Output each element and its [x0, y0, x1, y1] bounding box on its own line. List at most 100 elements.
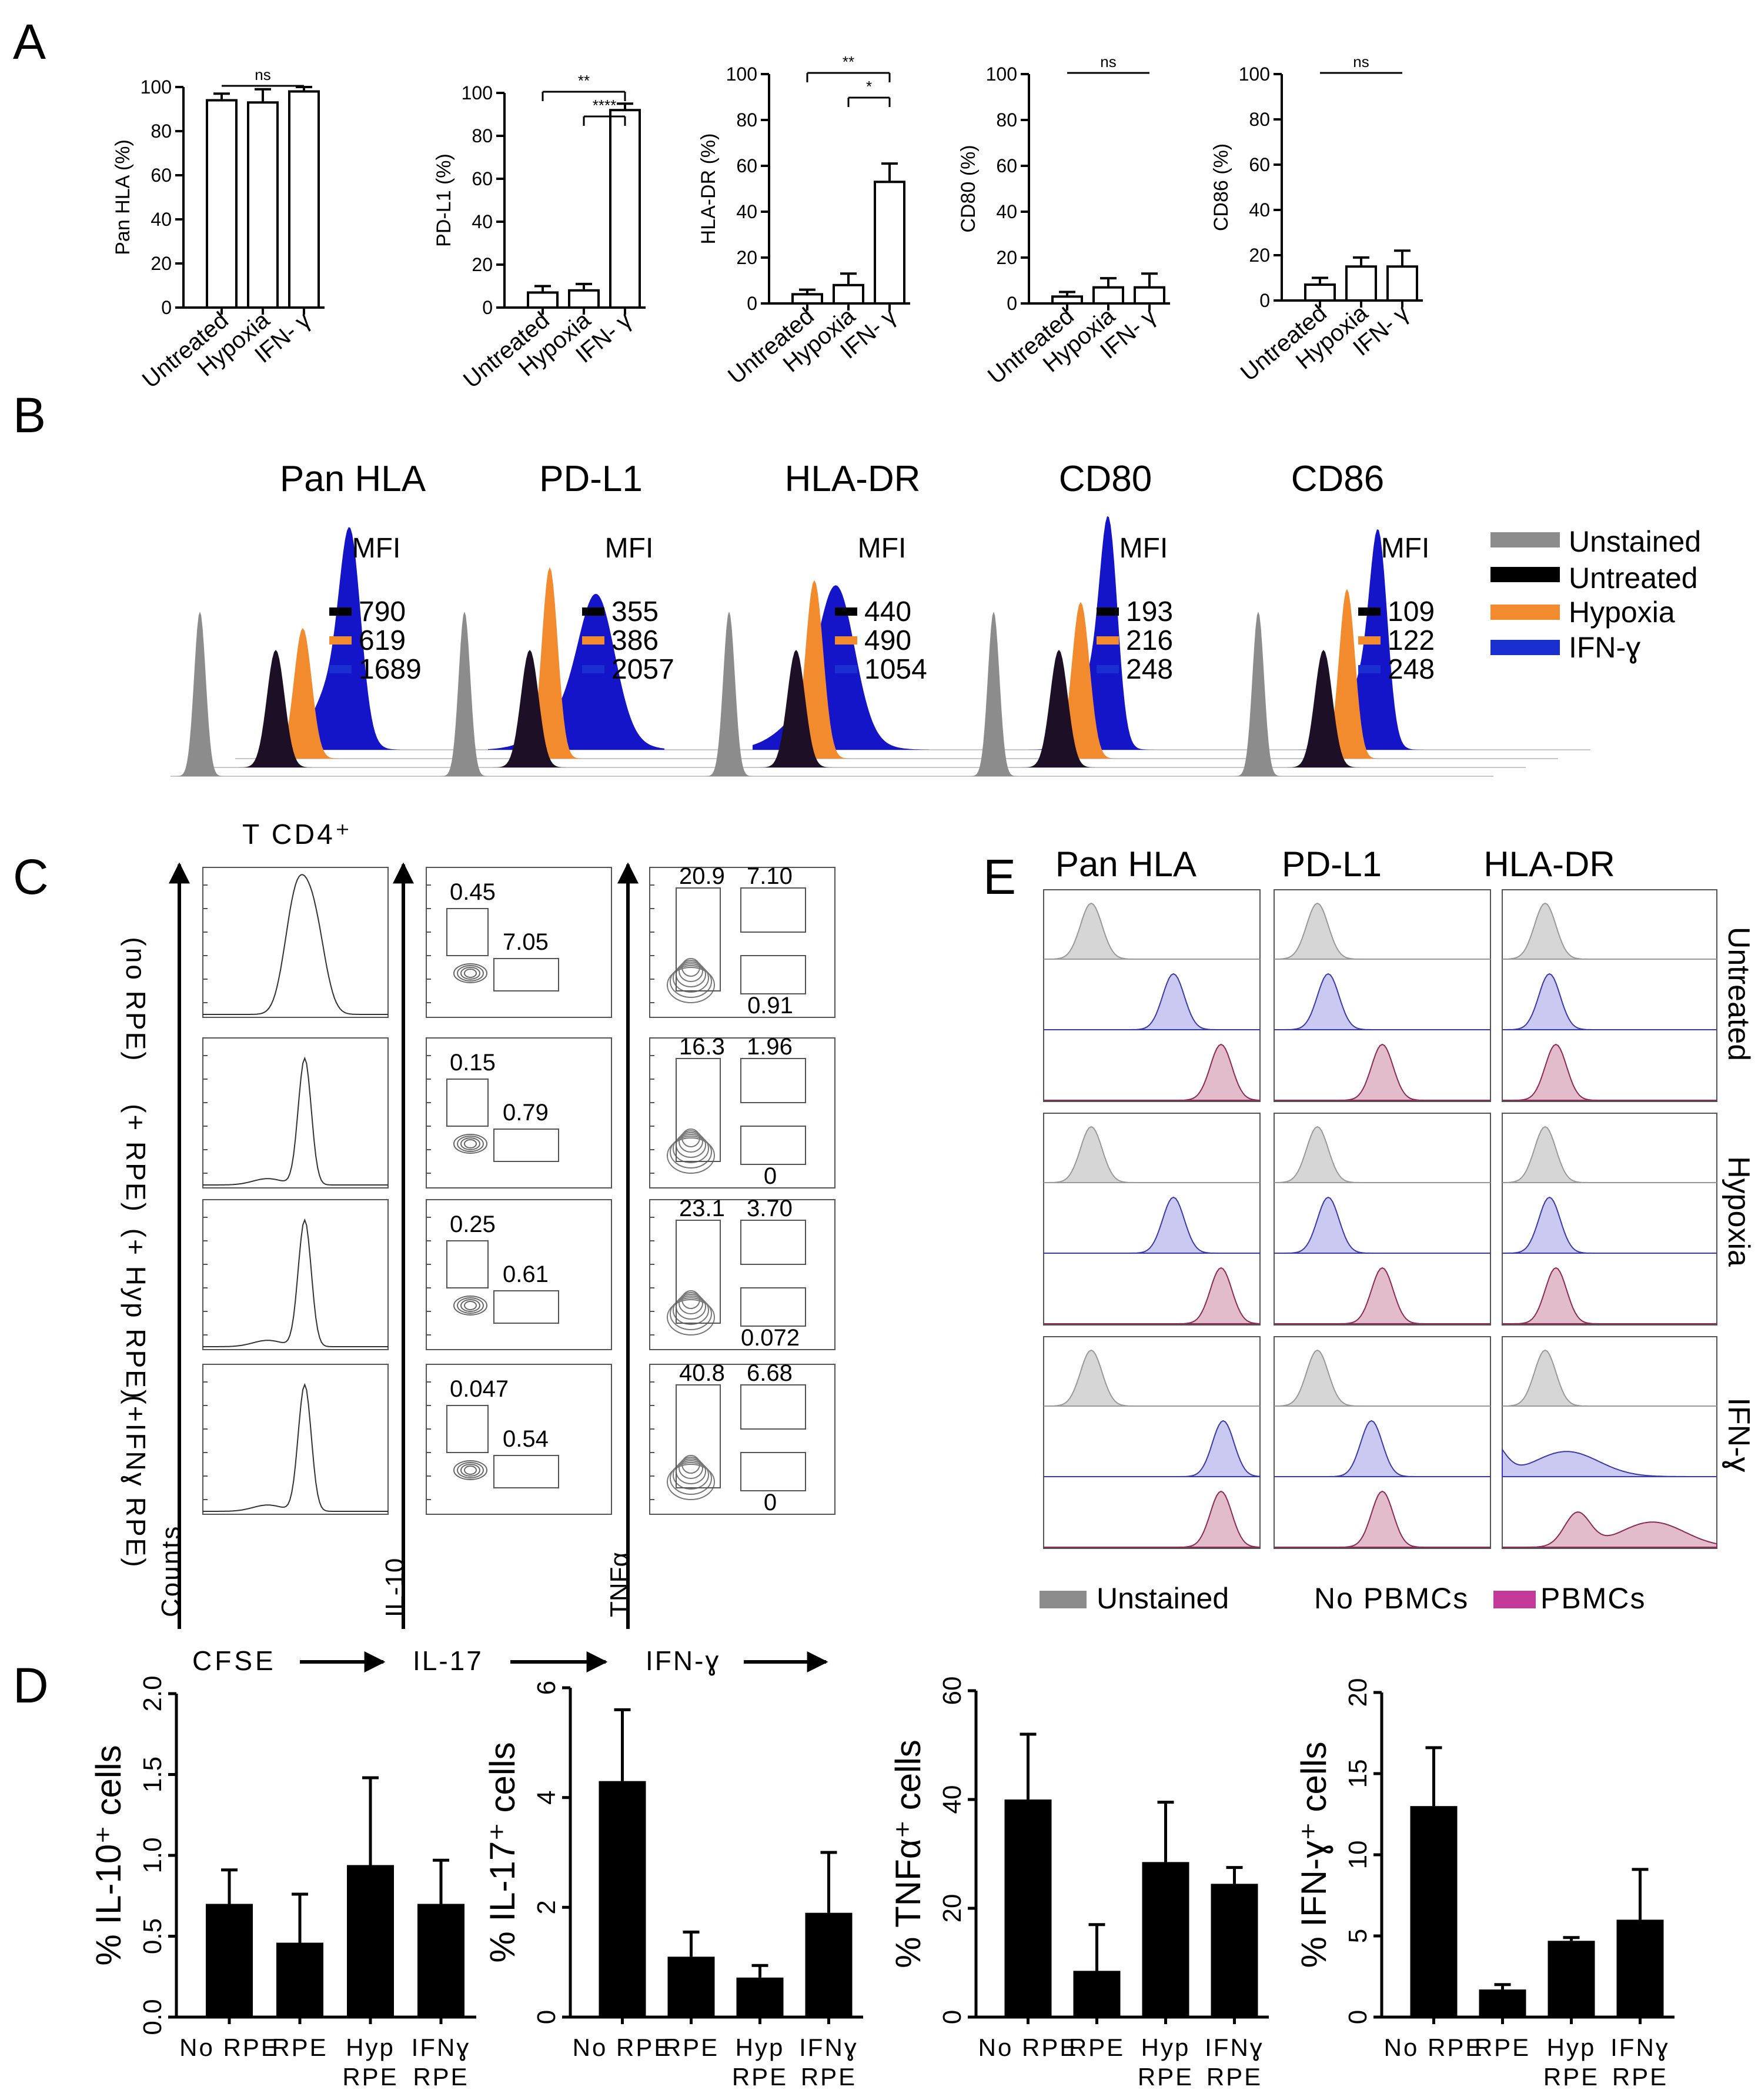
gate-il17: [493, 1290, 559, 1324]
tnfa-axis-label: TNFα: [605, 1552, 634, 1617]
x-tick-label-line: Hyp: [346, 2034, 395, 2061]
x-tick-label: Hyp RPE: [1543, 2034, 1599, 2091]
legend-swatch-untreated: [1490, 567, 1560, 582]
y-tick-label: 100: [141, 76, 172, 98]
gate-value-ifng: 0.91: [747, 993, 793, 1019]
legend-swatch-unstained: [1490, 532, 1560, 547]
contour: [457, 1462, 484, 1478]
y-tick-label: 100: [1239, 64, 1270, 85]
gate-ifng: [740, 1452, 806, 1491]
bar: [1051, 295, 1083, 305]
y-tick-label: 0: [747, 293, 757, 314]
bar: [1142, 1862, 1189, 2017]
bar: [667, 1957, 715, 2017]
plot-frame: [649, 867, 835, 1018]
contour: [679, 960, 703, 982]
y-tick-label: 60: [996, 155, 1017, 176]
gate-tnfa: [676, 887, 721, 991]
x-tick-label-line: Hyp: [1141, 2034, 1191, 2061]
panel-c-flow: T CD4⁺ Counts IL-10 TNFα (no RPE) (+ RPE…: [121, 819, 835, 1676]
mfi-value-untreated: 790: [359, 596, 406, 627]
gate-il17: [493, 958, 559, 991]
mfi-swatch-untreated: [582, 607, 604, 616]
contour: [453, 1460, 487, 1480]
contour: [681, 1290, 700, 1309]
x-tick-label-line: RPE: [1543, 2063, 1599, 2091]
histogram-pbmcs: [1274, 1267, 1490, 1324]
contour: [464, 1301, 477, 1310]
gate-value-double: 7.10: [747, 863, 793, 889]
y-tick-label: 100: [462, 82, 493, 104]
flow-plot-r0-c0: [202, 867, 389, 1018]
bar: [1479, 1989, 1526, 2017]
gate-value-ifng: 0.072: [741, 1325, 800, 1351]
plot-frame: [426, 1364, 612, 1515]
mfi-swatch-hypoxia: [329, 636, 352, 645]
bar: [1548, 1941, 1595, 2017]
row-label-hyp-rpe: (+ Hyp RPE): [121, 1228, 151, 1400]
histogram-untreated: [985, 650, 1161, 767]
y-axis-label: % IL-10⁺ cells: [89, 1745, 128, 1965]
histogram-hypoxia: [1264, 589, 1441, 759]
mfi-swatch-ifng: [1097, 665, 1119, 673]
y-tick-label: 4: [532, 1790, 561, 1804]
y-tick-label: 100: [726, 64, 757, 85]
x-tick-label: IFNɣ RPE: [1205, 2034, 1264, 2091]
y-tick-label: 80: [472, 125, 493, 146]
flow-plot-r2-c1: 0.25 0.61: [426, 1199, 612, 1350]
mfi-value-hypoxia: 216: [1126, 625, 1173, 656]
mfi-label: MFI: [1381, 533, 1430, 564]
legend-swatch-e-unstained: [1040, 1591, 1087, 1608]
panel-label-e: E: [983, 849, 1016, 904]
x-tick-label-line: RPE: [1138, 2063, 1194, 2091]
mfi-value-ifng: 248: [1388, 654, 1435, 685]
plot-frame: [1502, 889, 1717, 1102]
flow-plot-r1-c0: [202, 1037, 389, 1188]
legend-swatch-e-pbmcs: [1493, 1591, 1536, 1608]
x-tick-label-line: IFNɣ: [1205, 2034, 1264, 2061]
panel-e-histograms: Pan HLA PD-L1 HLA-DR Untreated Hypoxia I…: [1040, 844, 1756, 1615]
contour: [667, 1137, 715, 1174]
bar: [1386, 265, 1418, 302]
y-tick-label: 0: [532, 2010, 561, 2024]
x-tick-label-line: RPE: [1206, 2063, 1262, 2091]
contour: [460, 967, 480, 980]
mfi-swatch-ifng: [329, 665, 352, 673]
bar: [1092, 286, 1124, 305]
histogram-ifng: [223, 527, 400, 750]
histogram-unstained: [1502, 1349, 1717, 1407]
panel-label-c: C: [13, 849, 49, 904]
bar: [247, 101, 279, 309]
legend-swatch-hypoxia: [1490, 605, 1560, 620]
histogram-unstained: [1044, 902, 1260, 960]
plot-frame: [426, 867, 612, 1018]
bar: [288, 90, 320, 309]
y-tick-label: 40: [996, 201, 1017, 222]
y-tick-label: 20: [1343, 1678, 1372, 1707]
mfi-label: MFI: [352, 533, 401, 564]
y-axis-label: Pan HLA (%): [112, 139, 134, 255]
significance-label: ns: [255, 66, 270, 84]
x-tick-label: No RPE: [978, 2034, 1078, 2061]
gate-double: [740, 887, 806, 933]
bar: [206, 99, 238, 309]
contour: [464, 1465, 477, 1475]
y-tick-label: 80: [1249, 109, 1270, 130]
bar: [1073, 1971, 1121, 2017]
contour: [670, 1462, 712, 1495]
y-tick-label: 40: [1249, 199, 1270, 221]
x-tick-label-line: Hyp: [1547, 2034, 1596, 2061]
y-tick-label: 1.0: [138, 1837, 167, 1873]
mfi-swatch-hypoxia: [835, 636, 857, 645]
gate-il10: [446, 1405, 489, 1453]
mfi-swatch-untreated: [1358, 607, 1381, 616]
x-tick-label-line: RPE: [1612, 2063, 1668, 2091]
histogram-no-pbmcs: [1502, 1447, 1717, 1477]
y-tick-label: 1.5: [138, 1757, 167, 1792]
contour: [464, 1139, 477, 1149]
histogram-panel-r0-c0: [1043, 889, 1261, 1102]
y-tick-label: 0.5: [138, 1918, 167, 1954]
